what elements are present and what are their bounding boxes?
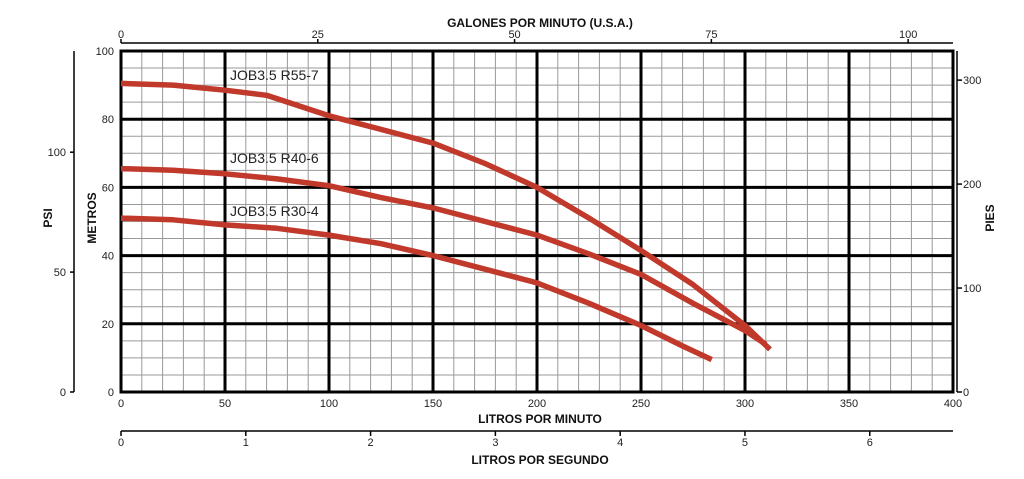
top-axis-title: GALONES POR MINUTO (U.S.A.) [447, 16, 633, 30]
performance-curves [120, 80, 772, 363]
y-tick-label: 0 [108, 387, 114, 399]
y-tick-label: 20 [102, 319, 114, 331]
x-axis-title: LITROS POR MINUTO [478, 412, 602, 426]
x-tick-label: 150 [424, 398, 442, 410]
y-axis-title-pies: PIES [983, 204, 997, 231]
x-tick-label: 300 [736, 398, 754, 410]
x-tick-label: 250 [632, 398, 650, 410]
top-tick-label: 0 [118, 29, 124, 41]
x-tick-label: 200 [528, 398, 546, 410]
top-tick-label: 100 [899, 29, 917, 41]
plot-frame [119, 49, 955, 394]
psi-tick-label: 0 [60, 387, 66, 399]
pies-tick-label: 300 [963, 75, 981, 87]
series-label-r55-7: JOB3.5 R55-7 [230, 67, 319, 83]
lps-tick-label: 1 [243, 437, 249, 449]
y-tick-label: 60 [102, 182, 114, 194]
x-tick-label: 0 [118, 398, 124, 410]
pies-tick-label: 0 [963, 387, 969, 399]
lps-tick-label: 6 [867, 437, 873, 449]
x-tick-label: 350 [840, 398, 858, 410]
series-line [120, 215, 713, 363]
x-tick-label: 400 [944, 398, 962, 410]
x-tick-label: 50 [219, 398, 231, 410]
pies-tick-label: 100 [963, 283, 981, 295]
top-tick-label: 50 [508, 29, 520, 41]
series-label-r40-6: JOB3.5 R40-6 [230, 150, 319, 166]
lps-tick-label: 2 [368, 437, 374, 449]
major-grid [121, 51, 953, 392]
axes [70, 39, 962, 436]
y-axis-title-psi: PSI [41, 208, 55, 227]
psi-tick-label: 100 [48, 147, 66, 159]
lps-tick-label: 4 [617, 437, 623, 449]
y-tick-label: 100 [96, 46, 114, 58]
lps-tick-label: 3 [492, 437, 498, 449]
top-tick-label: 75 [705, 29, 717, 41]
y-axis-title-metros: METROS [85, 192, 99, 243]
lps-tick-label: 5 [742, 437, 748, 449]
y-tick-label: 80 [102, 114, 114, 126]
y-tick-label: 40 [102, 251, 114, 263]
pies-tick-label: 200 [963, 179, 981, 191]
series-line [120, 165, 768, 347]
lps-tick-label: 0 [118, 437, 124, 449]
psi-tick-label: 50 [54, 267, 66, 279]
series-line [120, 80, 772, 352]
top-tick-label: 25 [312, 29, 324, 41]
series-label-r30-4: JOB3.5 R30-4 [230, 203, 319, 219]
x-tick-label: 100 [320, 398, 338, 410]
lps-axis-title: LITROS POR SEGUNDO [471, 453, 608, 467]
